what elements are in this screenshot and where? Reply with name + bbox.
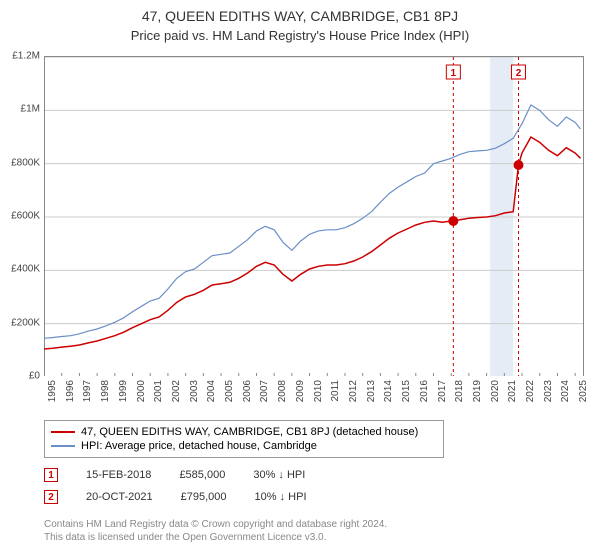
y-axis-label: £0: [29, 371, 40, 382]
x-axis-label: 2022: [525, 380, 536, 402]
svg-text:1: 1: [451, 68, 457, 79]
transaction-price: £585,000: [179, 469, 225, 481]
x-axis-label: 2021: [507, 380, 518, 402]
legend-swatch-series2: [51, 445, 75, 447]
x-axis-label: 2015: [401, 380, 412, 402]
x-axis-label: 2025: [578, 380, 589, 402]
legend-row: 47, QUEEN EDITHS WAY, CAMBRIDGE, CB1 8PJ…: [51, 425, 437, 439]
chart-subtitle: Price paid vs. HM Land Registry's House …: [0, 24, 600, 49]
x-axis-label: 2008: [277, 380, 288, 402]
x-axis-label: 1998: [100, 380, 111, 402]
x-axis-label: 2003: [189, 380, 200, 402]
x-axis-label: 1996: [65, 380, 76, 402]
x-axis-label: 2018: [454, 380, 465, 402]
x-axis-label: 2005: [224, 380, 235, 402]
x-axis-label: 2012: [348, 380, 359, 402]
x-axis-label: 2014: [383, 380, 394, 402]
footer-attribution: Contains HM Land Registry data © Crown c…: [44, 518, 387, 544]
x-axis-label: 2010: [313, 380, 324, 402]
transaction-vs-hpi: 30% ↓ HPI: [253, 469, 305, 481]
x-axis-label: 1997: [82, 380, 93, 402]
x-axis-label: 1995: [47, 380, 58, 402]
chart-area: 12 £0£200K£400K£600K£800K£1M£1.2M 199519…: [44, 56, 584, 376]
y-axis-label: £400K: [11, 264, 40, 275]
x-axis-label: 2002: [171, 380, 182, 402]
x-axis-label: 2020: [490, 380, 501, 402]
y-axis-label: £800K: [11, 157, 40, 168]
x-axis-label: 2006: [242, 380, 253, 402]
transaction-table: 1 15-FEB-2018 £585,000 30% ↓ HPI 2 20-OC…: [44, 464, 307, 508]
x-axis-label: 2023: [543, 380, 554, 402]
transaction-vs-hpi: 10% ↓ HPI: [255, 491, 307, 503]
x-axis-label: 2016: [419, 380, 430, 402]
legend-label-series2: HPI: Average price, detached house, Camb…: [81, 440, 317, 452]
x-axis-label: 1999: [118, 380, 129, 402]
legend-swatch-series1: [51, 431, 75, 433]
transaction-date: 15-FEB-2018: [86, 469, 151, 481]
footer-line2: This data is licensed under the Open Gov…: [44, 531, 387, 544]
y-axis-label: £600K: [11, 211, 40, 222]
x-axis-label: 2024: [560, 380, 571, 402]
x-axis-label: 2017: [437, 380, 448, 402]
transaction-date: 20-OCT-2021: [86, 491, 153, 503]
x-axis-label: 2011: [330, 380, 341, 402]
y-axis-label: £200K: [11, 317, 40, 328]
x-axis-label: 2001: [153, 380, 164, 402]
transaction-marker-2: 2: [44, 490, 58, 504]
x-axis-label: 2004: [206, 380, 217, 402]
y-axis-label: £1M: [21, 104, 40, 115]
x-axis-label: 2019: [472, 380, 483, 402]
legend-label-series1: 47, QUEEN EDITHS WAY, CAMBRIDGE, CB1 8PJ…: [81, 426, 418, 438]
footer-line1: Contains HM Land Registry data © Crown c…: [44, 518, 387, 531]
legend: 47, QUEEN EDITHS WAY, CAMBRIDGE, CB1 8PJ…: [44, 420, 444, 458]
transaction-price: £795,000: [181, 491, 227, 503]
chart-container: 47, QUEEN EDITHS WAY, CAMBRIDGE, CB1 8PJ…: [0, 0, 600, 560]
x-axis-label: 2007: [259, 380, 270, 402]
transaction-marker-1: 1: [44, 468, 58, 482]
transaction-row: 1 15-FEB-2018 £585,000 30% ↓ HPI: [44, 464, 307, 486]
legend-row: HPI: Average price, detached house, Camb…: [51, 439, 437, 453]
y-axis-label: £1.2M: [12, 51, 40, 62]
x-axis-label: 2000: [136, 380, 147, 402]
plot-svg: 12: [44, 56, 584, 376]
chart-title: 47, QUEEN EDITHS WAY, CAMBRIDGE, CB1 8PJ: [0, 0, 600, 24]
x-axis-label: 2009: [295, 380, 306, 402]
x-axis-label: 2013: [366, 380, 377, 402]
svg-text:2: 2: [516, 68, 522, 79]
transaction-row: 2 20-OCT-2021 £795,000 10% ↓ HPI: [44, 486, 307, 508]
